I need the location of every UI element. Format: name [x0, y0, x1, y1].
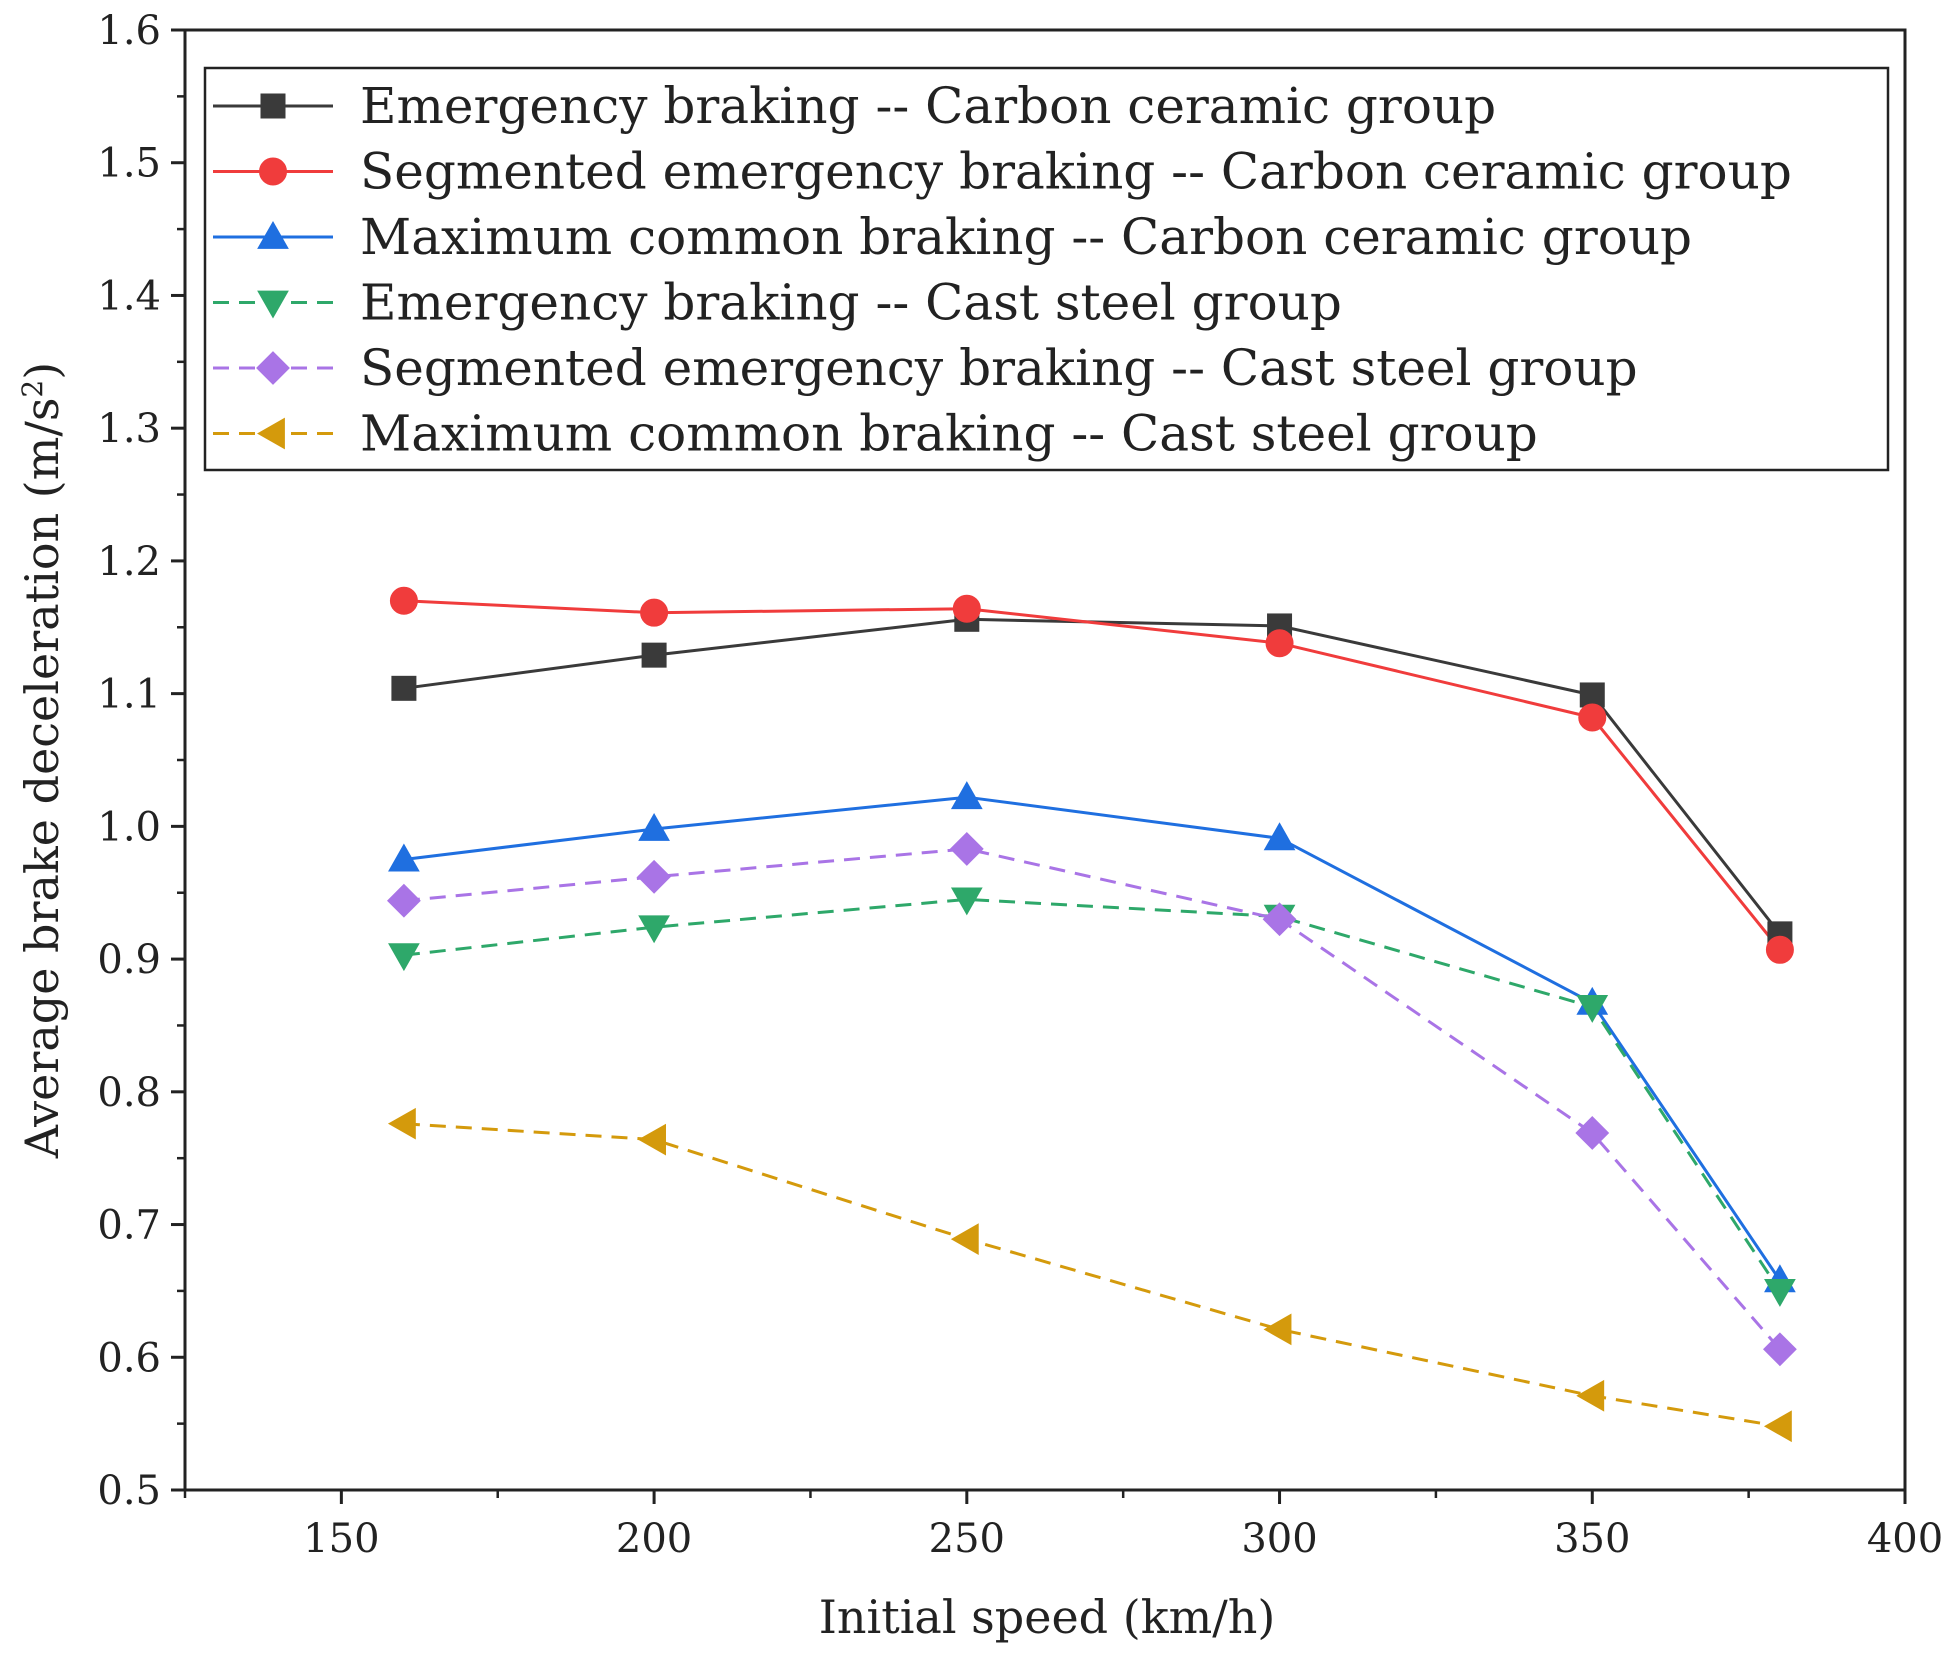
- legend-label-4: Emergency braking -- Cast steel group: [360, 274, 1342, 332]
- series-4-point-3: [950, 887, 983, 916]
- legend-marker-1: [260, 93, 286, 119]
- y-axis-title-main: Average brake deceleration (m/s: [15, 398, 69, 1160]
- legend-label-3: Maximum common braking -- Carbon ceramic…: [360, 208, 1692, 266]
- series-6-point-6: [1763, 1410, 1792, 1443]
- axes: 150 200 250 300 350 400 0.5 0.6 0.7 0.8 0.9 1.0 1.1 1…: [97, 8, 1943, 1562]
- legend-marker-2: [259, 157, 287, 186]
- x-tick-label: 250: [929, 1516, 1005, 1562]
- series-5-point-3: [949, 832, 984, 866]
- legend-marker-4: [257, 290, 289, 319]
- series-5-point-1: [387, 883, 421, 918]
- y-axis-title-close: ): [15, 362, 69, 380]
- series-4-point-1: [388, 943, 420, 972]
- series-6-point-1: [387, 1107, 416, 1140]
- y-tick-label: 1.3: [97, 406, 161, 452]
- legend-marker-3: [257, 220, 289, 249]
- series-line-1: [403, 617, 1782, 935]
- series-line-2: [403, 599, 1782, 951]
- legend-marker-5: [256, 351, 290, 385]
- series-6-point-3: [950, 1223, 979, 1256]
- series-2-point-6: [1765, 935, 1794, 964]
- series-5-point-4: [1262, 902, 1297, 937]
- series-3-point-4: [1263, 822, 1296, 851]
- y-tick-label: 0.7: [97, 1203, 161, 1249]
- legend-label-5: Segmented emergency braking -- Cast stee…: [360, 339, 1638, 397]
- y-tick-label: 1.6: [97, 8, 161, 54]
- y-tick-label: 0.9: [97, 937, 161, 983]
- series-2-point-1: [389, 586, 418, 615]
- series-4-point-5: [1576, 994, 1609, 1023]
- y-tick-label: 1.0: [97, 804, 161, 850]
- series-1-point-5: [1579, 682, 1605, 708]
- plot-lines: [403, 599, 1782, 1428]
- series-line-5: [403, 847, 1782, 1351]
- series-2-point-3: [952, 594, 981, 623]
- y-tick-label: 1.1: [97, 672, 161, 718]
- x-tick-label: 350: [1554, 1516, 1630, 1562]
- y-axis-title-superscript: 2: [16, 380, 49, 398]
- series-1-point-2: [641, 642, 667, 668]
- series-6-point-5: [1576, 1379, 1605, 1412]
- x-axis-title: Initial speed (km/h): [819, 1590, 1276, 1644]
- series-2-point-4: [1265, 629, 1294, 658]
- series-line-6: [403, 1122, 1781, 1428]
- series-2-point-2: [640, 598, 669, 627]
- legend-box: [203, 66, 1890, 472]
- y-tick-label: 1.2: [97, 539, 161, 585]
- series-3-point-2: [638, 813, 670, 841]
- x-tick-label: 300: [1241, 1516, 1317, 1562]
- y-tick-label: 0.5: [97, 1468, 161, 1514]
- legend-label-2: Segmented emergency braking -- Carbon ce…: [360, 143, 1792, 201]
- x-tick-label: 400: [1867, 1516, 1943, 1562]
- series-6-point-2: [638, 1123, 666, 1156]
- series-line-4: [403, 897, 1782, 1292]
- series-5-point-5: [1575, 1116, 1610, 1150]
- series-6-point-4: [1263, 1313, 1292, 1346]
- legend-marker-6: [256, 417, 285, 450]
- y-axis-title: Average brake deceleration (m/s2): [15, 362, 69, 1159]
- series-5-point-6: [1763, 1332, 1797, 1367]
- legend: Emergency braking -- Carbon ceramic grou…: [203, 66, 1890, 472]
- series-line-3: [403, 795, 1782, 1282]
- plot-markers: [387, 586, 1797, 1443]
- y-tick-label: 0.6: [97, 1335, 161, 1381]
- y-tick-label: 1.5: [97, 141, 161, 187]
- y-tick-label: 0.8: [97, 1070, 161, 1116]
- series-3-point-3: [950, 781, 983, 810]
- series-4-point-6: [1764, 1279, 1796, 1307]
- y-tick-label: 1.4: [97, 273, 161, 319]
- series-4-point-2: [638, 915, 670, 944]
- x-tick-label: 150: [303, 1516, 379, 1562]
- series-5-point-2: [637, 859, 671, 894]
- legend-label-6: Maximum common braking -- Cast steel gro…: [360, 405, 1538, 463]
- legend-label-1: Emergency braking -- Carbon ceramic grou…: [360, 77, 1496, 135]
- series-2-point-5: [1578, 703, 1607, 732]
- x-tick-label: 200: [616, 1516, 692, 1562]
- series-1-point-1: [391, 675, 417, 701]
- series-3-point-1: [388, 843, 420, 872]
